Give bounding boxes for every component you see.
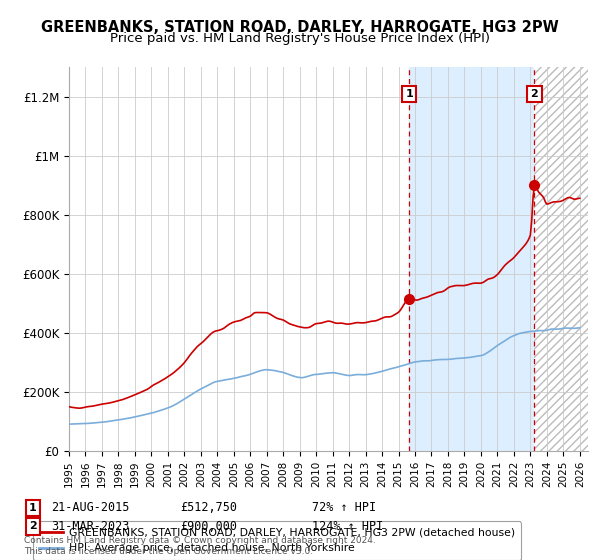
Bar [535,67,588,451]
Text: 72% ↑ HPI: 72% ↑ HPI [312,501,376,515]
Text: £900,000: £900,000 [180,520,237,533]
Bar [535,67,588,451]
Bar [409,67,535,451]
Legend: GREENBANKS, STATION ROAD, DARLEY, HARROGATE, HG3 2PW (detached house), HPI: Aver: GREENBANKS, STATION ROAD, DARLEY, HARROG… [33,521,521,560]
Text: GREENBANKS, STATION ROAD, DARLEY, HARROGATE, HG3 2PW: GREENBANKS, STATION ROAD, DARLEY, HARROG… [41,20,559,35]
Text: Contains HM Land Registry data © Crown copyright and database right 2024.
This d: Contains HM Land Registry data © Crown c… [24,536,376,556]
Text: £512,750: £512,750 [180,501,237,515]
Text: Price paid vs. HM Land Registry's House Price Index (HPI): Price paid vs. HM Land Registry's House … [110,32,490,45]
Text: 2: 2 [29,521,37,531]
Text: 1: 1 [405,89,413,99]
Text: 31-MAR-2023: 31-MAR-2023 [51,520,130,533]
Text: 1: 1 [29,503,37,513]
Text: 2: 2 [530,89,538,99]
Text: 124% ↑ HPI: 124% ↑ HPI [312,520,383,533]
Text: 21-AUG-2015: 21-AUG-2015 [51,501,130,515]
